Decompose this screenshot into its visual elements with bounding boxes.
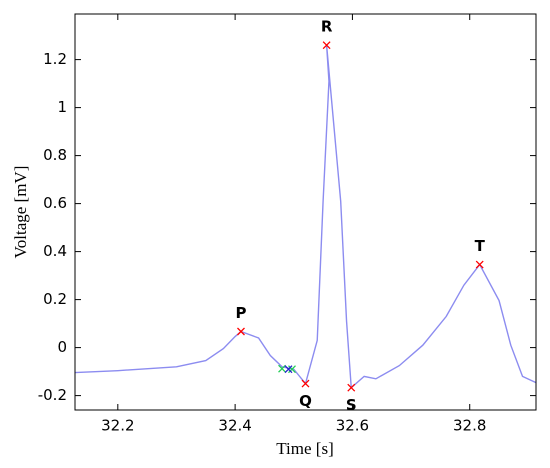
plot-frame [74, 13, 537, 411]
annotation: P [235, 304, 246, 322]
x-tick-label: 32.6 [336, 417, 369, 435]
point-marker [284, 365, 293, 374]
point-marker [347, 383, 356, 392]
data-line [74, 45, 537, 390]
annotation: S [346, 396, 357, 414]
y-tick-label: 0 [57, 338, 67, 356]
x-tick-label: 32.2 [101, 417, 134, 435]
point-marker [475, 260, 484, 269]
point-marker [237, 327, 245, 336]
x-axis-label: Time [s] [276, 439, 333, 458]
y-tick-label: 0.4 [43, 242, 67, 260]
point-marker [322, 41, 331, 50]
y-axis-label: Voltage [mV] [11, 166, 30, 259]
x-tick-label: 32.4 [218, 417, 251, 435]
annotation: Q [299, 392, 312, 410]
x-tick-label: 32.8 [453, 417, 486, 435]
y-tick-label: 0.8 [43, 146, 67, 164]
point-marker [278, 364, 286, 373]
y-tick-label: 0.2 [43, 290, 67, 308]
y-tick-label: -0.2 [38, 386, 67, 404]
point-marker [288, 365, 296, 374]
annotation: T [475, 237, 486, 255]
y-tick-label: 1.2 [43, 50, 67, 68]
y-tick-label: 0.6 [43, 194, 67, 212]
annotation: R [321, 18, 333, 36]
y-tick-label: 1 [57, 98, 67, 116]
point-marker [301, 379, 310, 388]
